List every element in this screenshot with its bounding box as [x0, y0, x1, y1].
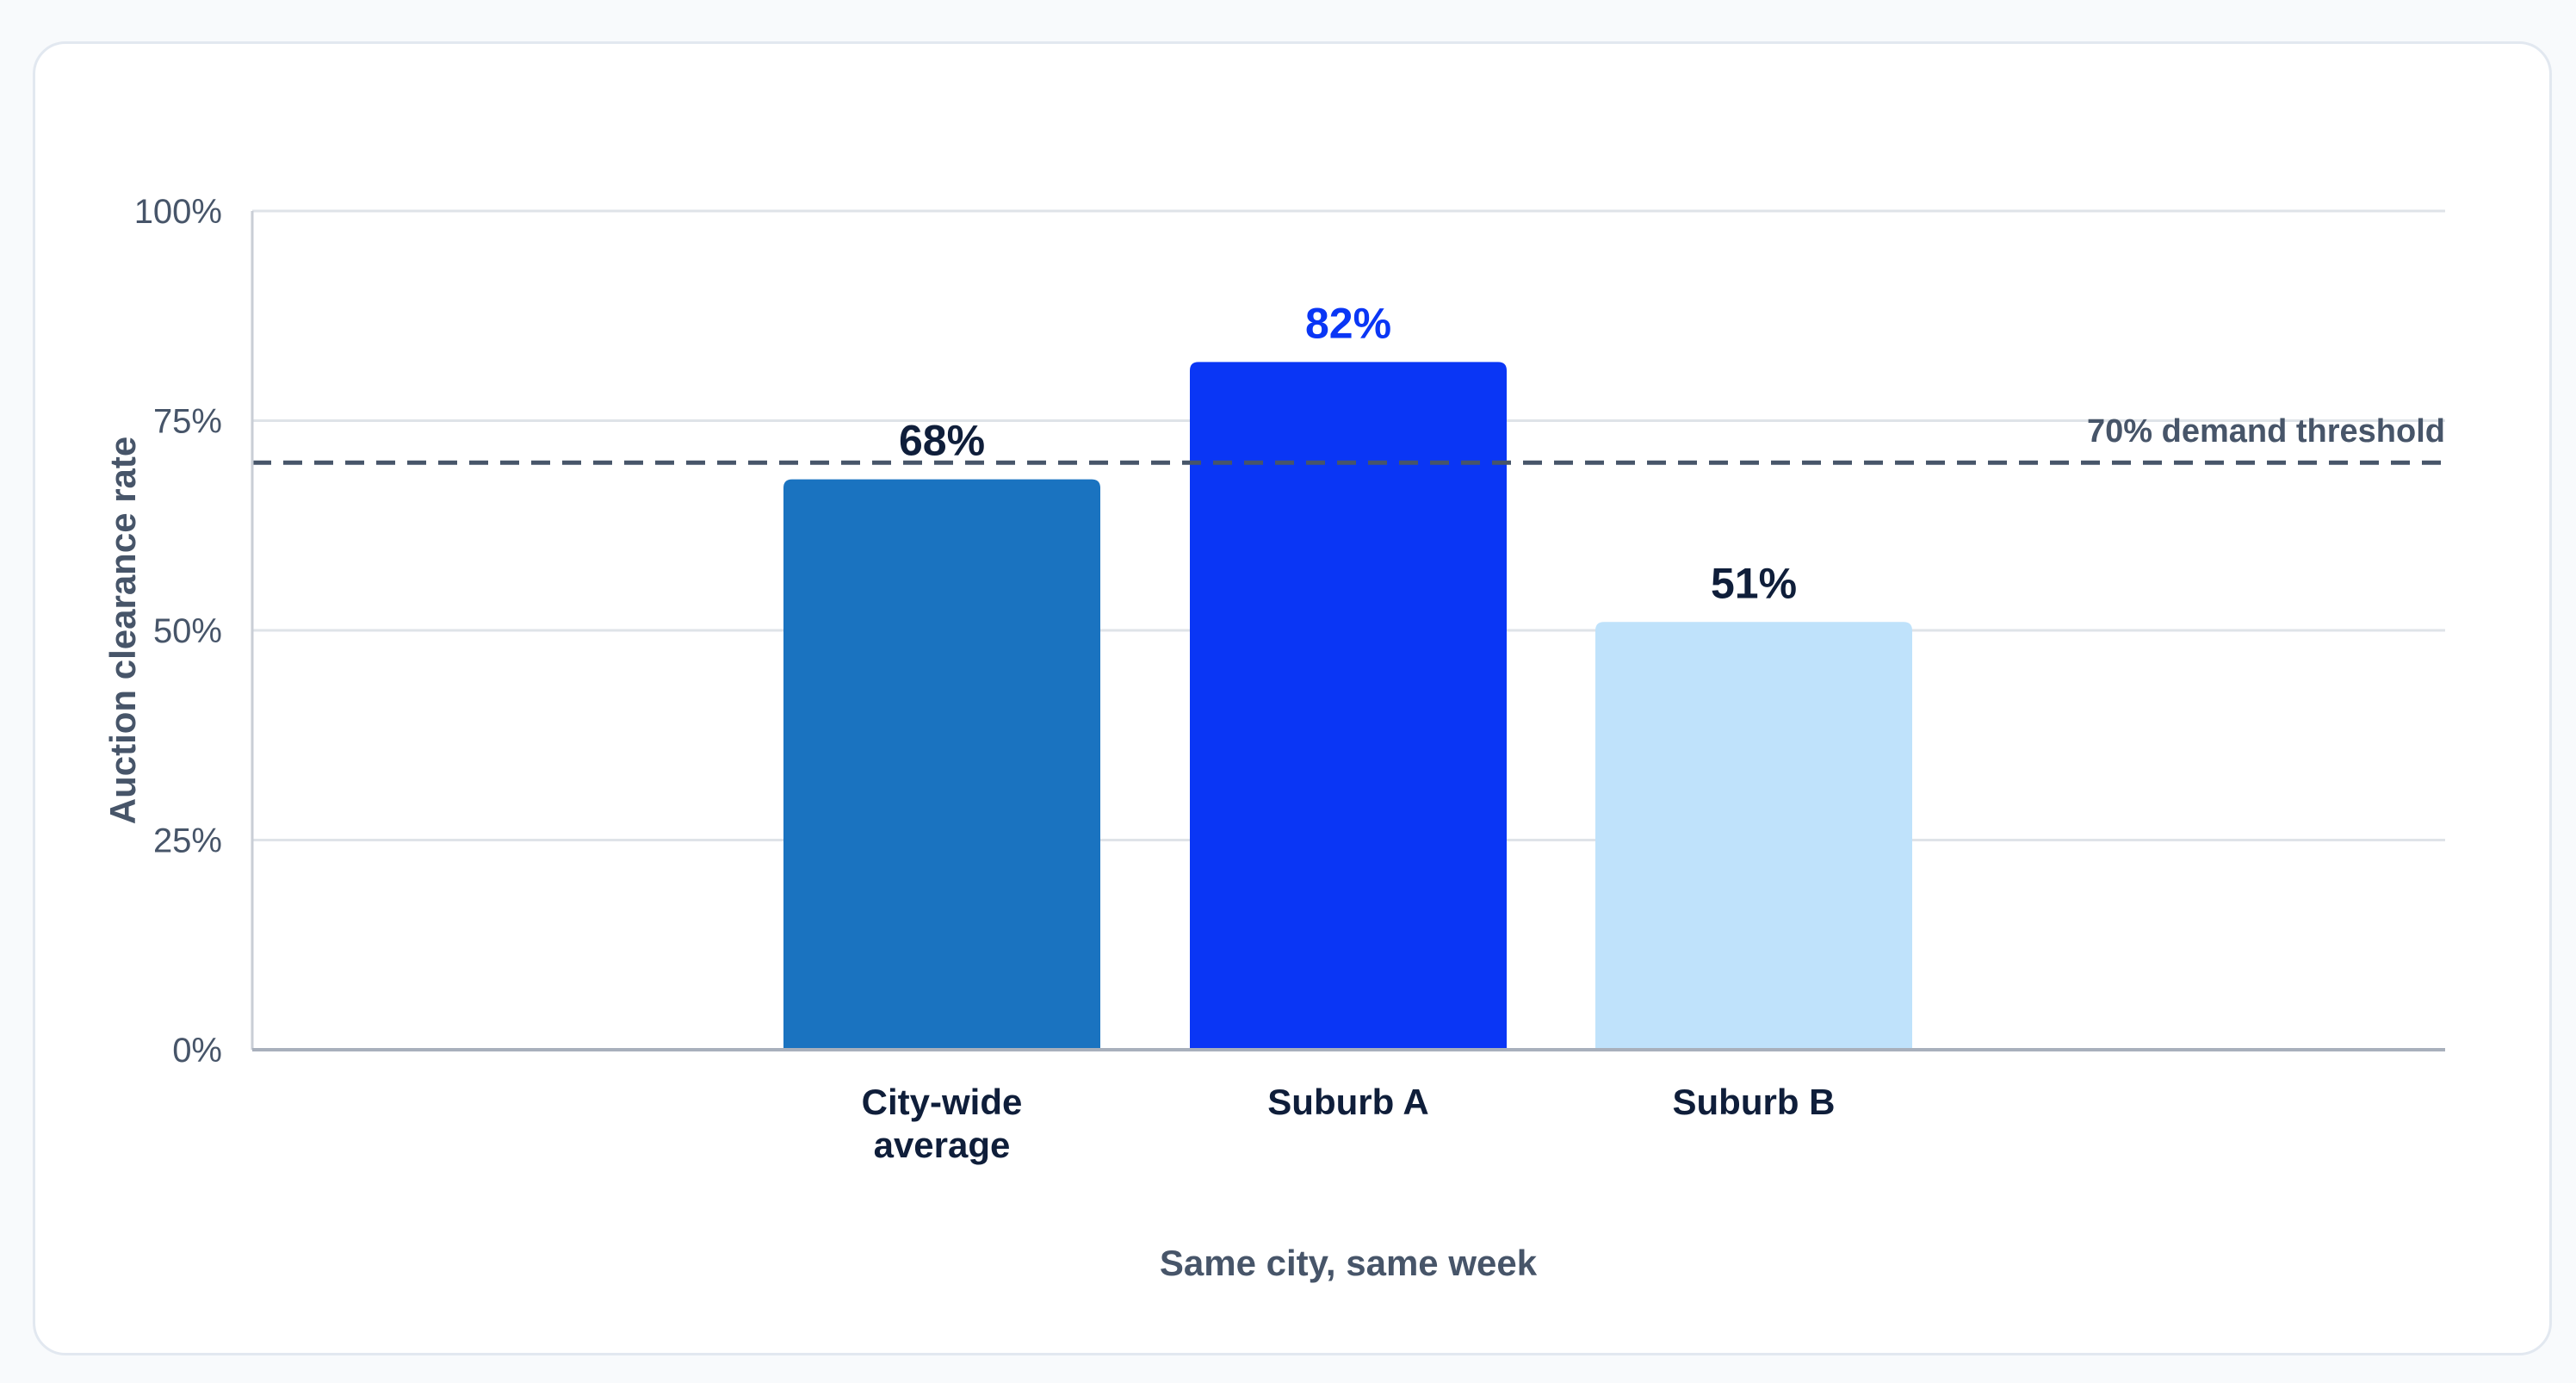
y-tick-label: 100% — [134, 193, 222, 231]
bar-value-label: 51% — [1711, 559, 1797, 607]
reference-line-label: 70% demand threshold — [2087, 413, 2445, 450]
x-category-label: Suburb B — [1673, 1082, 1836, 1122]
y-tick-label: 50% — [153, 612, 222, 650]
y-tick-label: 75% — [153, 403, 222, 441]
reference-line-group: 70% demand threshold — [252, 413, 2445, 465]
value-labels: 68% 82% 51% — [899, 299, 1797, 607]
bar-value-label: 82% — [1305, 299, 1391, 347]
bar-value-label: 68% — [899, 417, 985, 465]
x-axis-title: Same city, same week — [1160, 1243, 1538, 1283]
bar — [783, 479, 1100, 1050]
x-category-label: average — [874, 1125, 1011, 1165]
bar — [1190, 362, 1507, 1050]
bars — [783, 362, 1912, 1050]
y-tick-label: 0% — [172, 1032, 222, 1070]
y-tick-labels: 0% 25% 50% 75% 100% — [134, 193, 222, 1070]
x-category-label: City-wide — [862, 1082, 1023, 1122]
y-tick-label: 25% — [153, 822, 222, 860]
bar — [1595, 622, 1912, 1050]
x-category-label: Suburb A — [1267, 1082, 1428, 1122]
y-axis-title: Auction clearance rate — [102, 437, 143, 825]
